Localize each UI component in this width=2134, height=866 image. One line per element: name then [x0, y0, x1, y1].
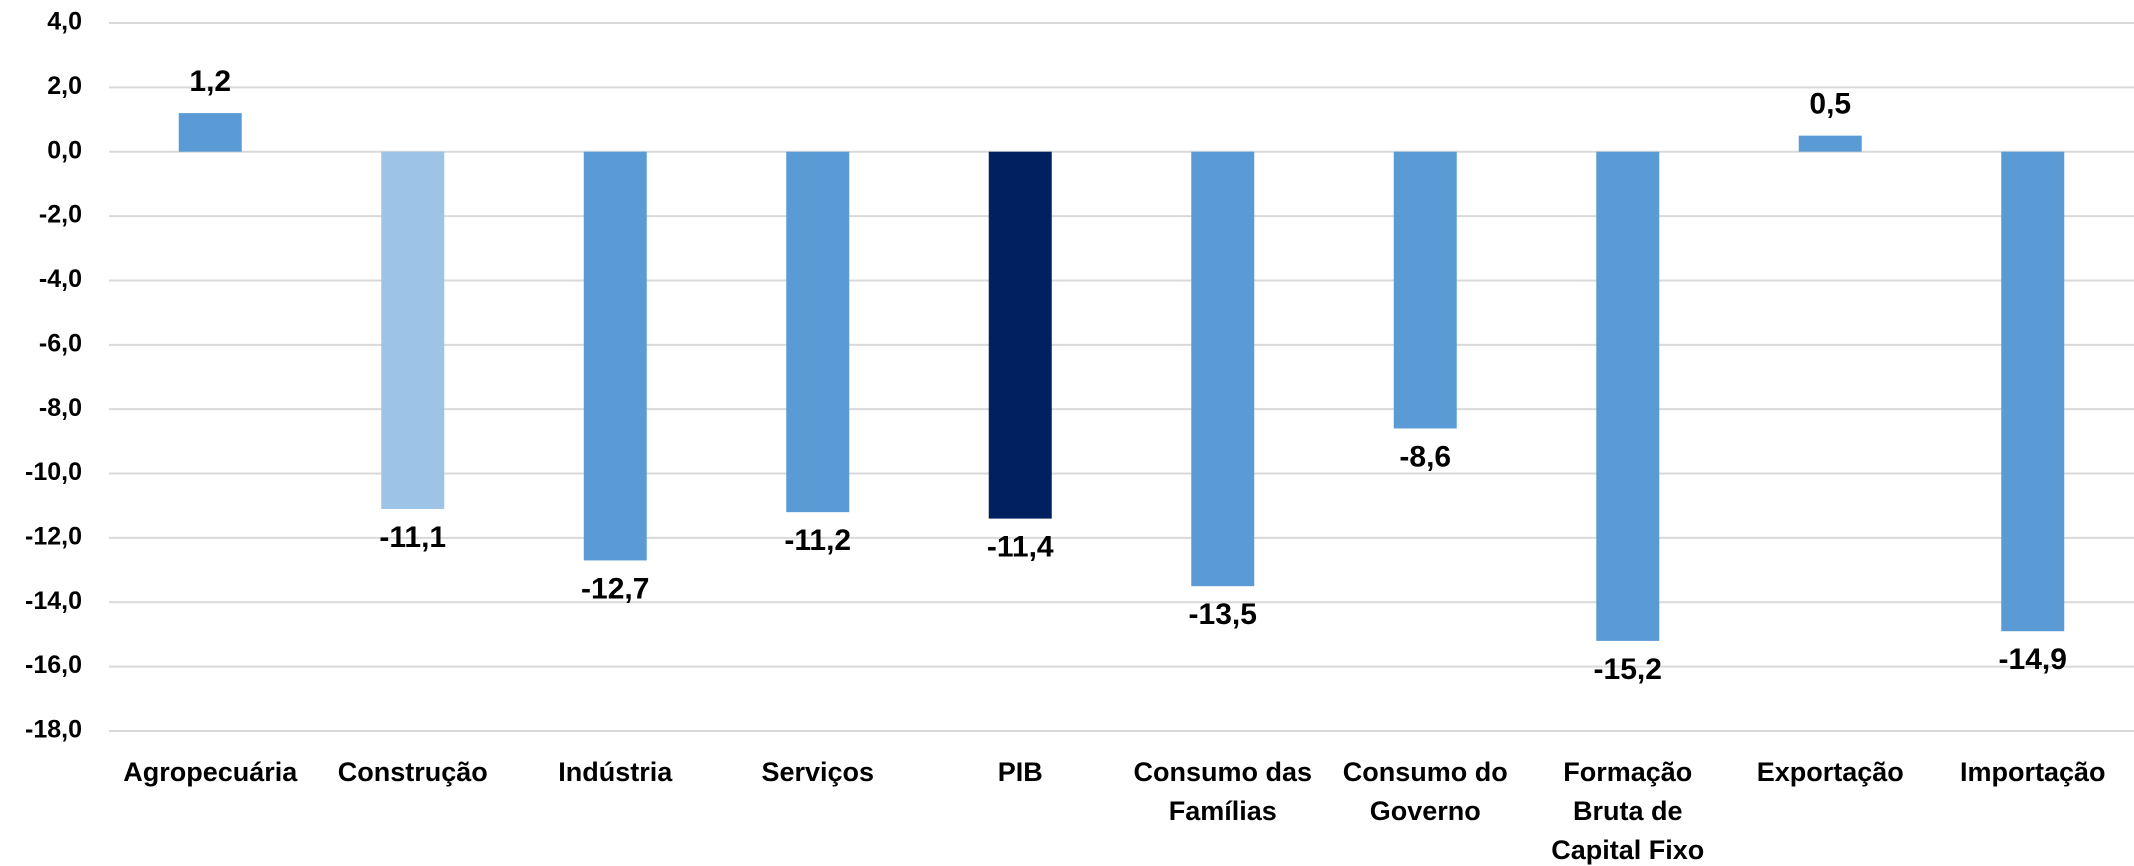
value-label: -12,7 — [581, 572, 649, 605]
bar — [988, 151, 1052, 519]
bar — [1798, 135, 1862, 152]
bar — [381, 151, 445, 509]
value-label: -13,5 — [1189, 598, 1257, 631]
y-tick-label: -18,0 — [25, 716, 82, 744]
y-tick-label: -2,0 — [39, 201, 82, 229]
x-tick-label: Formação Bruta de Capital Fixo — [1551, 757, 1705, 865]
bar — [786, 151, 850, 513]
y-tick-label: -14,0 — [25, 587, 82, 615]
value-label: 1,2 — [189, 65, 231, 98]
value-label: -11,2 — [784, 524, 851, 557]
x-tick-label: Agropecuária — [123, 757, 298, 787]
value-label: -11,4 — [987, 531, 1054, 564]
y-tick-label: -16,0 — [25, 651, 82, 679]
y-tick-label: -6,0 — [39, 329, 82, 357]
x-tick-label: PIB — [997, 757, 1043, 787]
bar — [1393, 151, 1457, 429]
bar — [583, 151, 647, 561]
value-label: -11,1 — [379, 521, 446, 554]
y-tick-label: -10,0 — [25, 458, 82, 486]
x-tick-label: Construção — [337, 757, 488, 787]
y-tick-label: -4,0 — [39, 265, 82, 293]
value-label: -15,2 — [1594, 653, 1662, 686]
bar — [1596, 151, 1660, 641]
y-tick-label: 0,0 — [47, 136, 82, 164]
value-label: 0,5 — [1809, 88, 1851, 121]
x-tick-label: Indústria — [558, 757, 673, 787]
bar — [2001, 151, 2065, 632]
y-tick-label: 4,0 — [47, 8, 82, 36]
x-tick-label: Serviços — [761, 757, 875, 787]
x-tick-label: Importação — [1959, 757, 2106, 787]
y-tick-label: 2,0 — [47, 72, 82, 100]
x-tick-label: Consumo do Governo — [1342, 757, 1508, 826]
x-tick-label: Exportação — [1756, 757, 1904, 787]
value-label: -8,6 — [1399, 440, 1451, 473]
value-label: -14,9 — [1999, 643, 2067, 676]
bar — [1191, 151, 1255, 587]
y-tick-label: -8,0 — [39, 394, 82, 422]
x-tick-label: Consumo das Famílias — [1133, 757, 1313, 826]
y-tick-label: -12,0 — [25, 523, 82, 551]
bar — [178, 113, 242, 152]
